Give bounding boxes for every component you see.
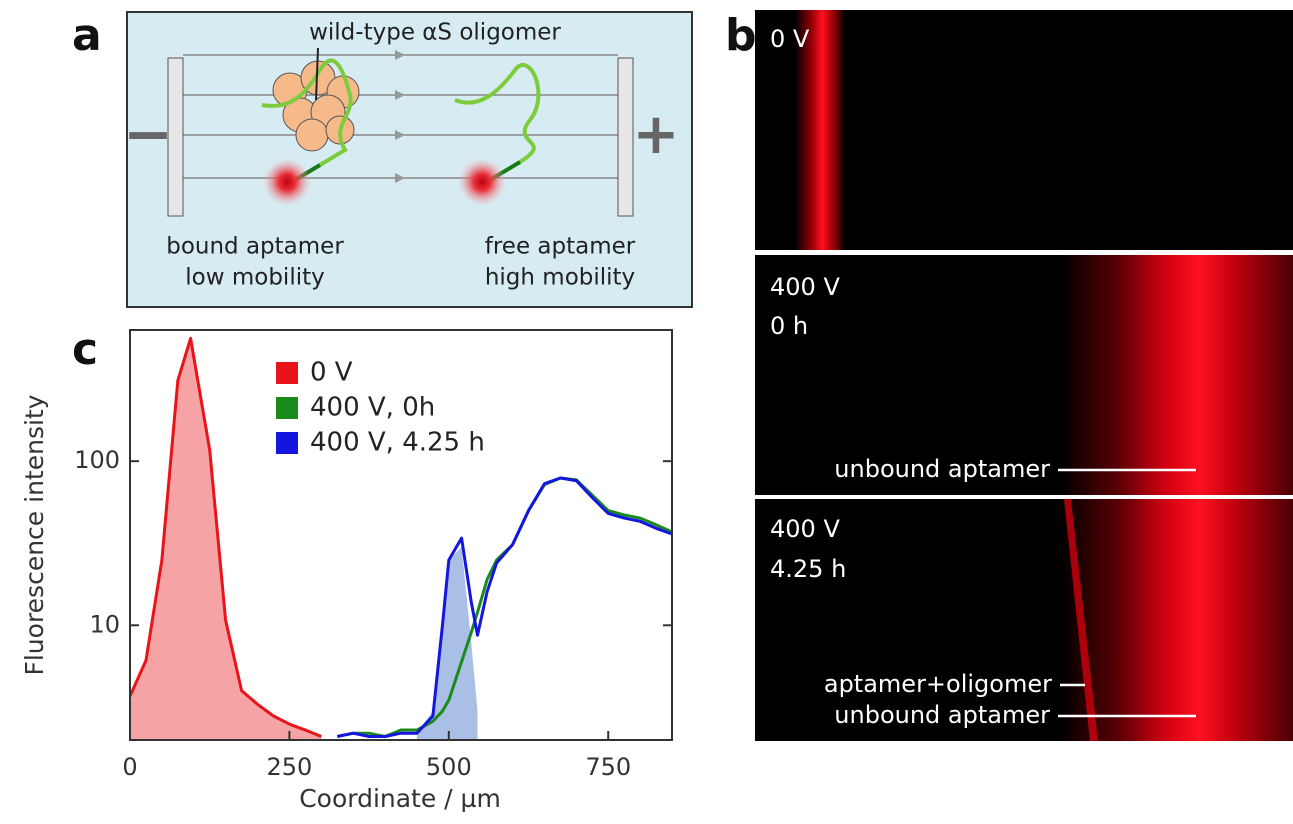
image-label: 0 h (770, 312, 808, 340)
legend-text: 0 V (310, 358, 353, 388)
legend-text: 400 V, 0h (310, 393, 435, 423)
plus-sign: + (633, 102, 680, 167)
diagram (126, 11, 693, 308)
legend-text: 400 V, 4.25 h (310, 428, 485, 458)
image-label: 400 V (770, 273, 840, 301)
x-tick-label: 750 (585, 753, 631, 781)
image-label: 400 V (770, 515, 840, 543)
bound-label: low mobility (185, 265, 324, 291)
image-annotation: unbound aptamer (834, 701, 1050, 729)
line (336, 476, 672, 739)
legend-swatch (276, 432, 298, 454)
y-axis-label: Fluorescence intensity (20, 394, 49, 675)
plot-frame (129, 329, 673, 741)
bound-label: bound aptamer (166, 234, 344, 260)
y-tick-label: 10 (89, 610, 120, 638)
x-axis-label: Coordinate / µm (299, 784, 501, 813)
legend-swatch (276, 397, 298, 419)
free-label: free aptamer (485, 234, 636, 260)
fluorescence-images (755, 10, 1293, 741)
image-annotation: aptamer+oligomer (824, 670, 1052, 698)
area (416, 546, 478, 740)
oligomer-label: wild-type αS oligomer (309, 20, 561, 46)
image-label: 4.25 h (770, 555, 846, 583)
y-tick-label: 100 (74, 446, 120, 474)
line (130, 336, 322, 738)
panel-label: c (72, 324, 98, 375)
legend-swatch (276, 362, 298, 384)
panel-label: a (72, 10, 102, 61)
minus-sign: − (123, 100, 173, 170)
plot: 0 250 500 750 10 100 0 V 400 V, 0h 400 V, 4.25 h (74, 329, 673, 781)
x-tick-label: 500 (426, 753, 472, 781)
image-label: 0 V (770, 25, 810, 53)
plot-area (130, 336, 672, 740)
free-label: high mobility (485, 265, 635, 291)
image-annotation: unbound aptamer (834, 455, 1050, 483)
area (130, 338, 322, 740)
x-tick-label: 250 (267, 753, 313, 781)
line (336, 476, 672, 739)
x-tick-label: 0 (122, 753, 137, 781)
panel-label: b (725, 10, 757, 61)
